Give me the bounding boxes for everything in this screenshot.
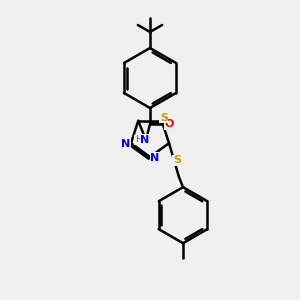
Text: N: N [122,139,130,149]
Text: S: S [173,155,181,165]
Text: O: O [164,119,174,129]
Text: H: H [135,136,141,145]
Text: S: S [160,113,168,123]
Text: N: N [140,135,150,145]
Text: N: N [150,153,160,163]
